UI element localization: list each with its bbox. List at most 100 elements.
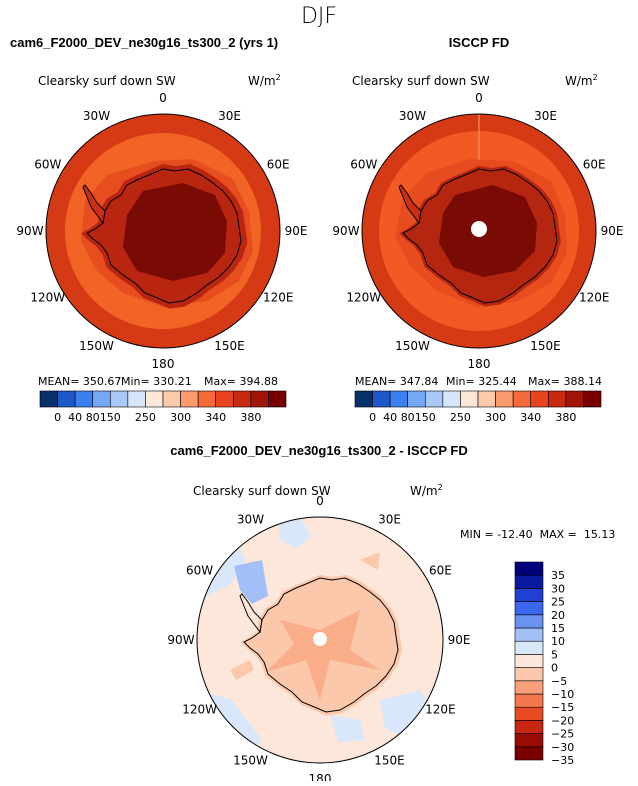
model-colorbar-box <box>232 390 252 408</box>
obs-lon-label: 150W <box>395 339 430 353</box>
model-colorbar-box <box>197 390 217 408</box>
obs-colorbar-box <box>530 390 549 408</box>
obs-colorbar-box <box>565 390 584 408</box>
model-lon-label: 150W <box>79 339 114 353</box>
model-lon-label: 60W <box>34 158 61 172</box>
obs-colorbar-tick: 0 <box>369 411 376 424</box>
diff-colorbar-box <box>514 706 544 721</box>
diff-lon-label: 90W <box>167 633 194 647</box>
obs-colorbar-tick: 250 <box>450 411 471 424</box>
model-lon-label: 120W <box>30 291 65 305</box>
model-colorbar-tick: 40 <box>68 411 82 424</box>
diff-lon-label: 90E <box>448 633 471 647</box>
diff-colorbar-box <box>514 627 544 642</box>
diff-colorbar-tick: −5 <box>551 675 567 688</box>
obs-colorbar-tick: 40 <box>383 411 397 424</box>
diff-colorbar-box <box>514 574 544 589</box>
panel-model: cam6_F2000_DEV_ne30g16_ts300_2 (yrs 1) C… <box>10 35 307 424</box>
obs-lon-label: 60W <box>350 158 377 172</box>
diff-colorbar-tick: −15 <box>551 701 574 714</box>
model-lon-label: 150E <box>214 339 245 353</box>
obs-colorbar-box <box>512 390 532 408</box>
model-colorbar-tick: 80 <box>86 411 100 424</box>
diff-lon-label: 120E <box>425 703 456 717</box>
model-colorbar-tick: 150 <box>100 411 121 424</box>
lon-labels-model: 0 30E 60E 90E 120E 150E 180 150W 120W 90W 60W 30W <box>16 91 307 371</box>
diff-colorbar-box <box>514 733 544 748</box>
diff-lon-label: 30E <box>378 513 401 527</box>
obs-colorbar-tick: 150 <box>415 411 436 424</box>
obs-lon-label: 0 <box>475 91 483 105</box>
diff-lon-label: 150W <box>233 753 268 767</box>
obs-colorbar-tick: 300 <box>485 411 506 424</box>
panel-diff-units: W/m2 <box>410 483 443 498</box>
colorbar-obs: 0 40 80 150 250 300 340 380 <box>354 390 602 424</box>
diff-colorbar-box <box>514 720 544 734</box>
diff-colorbar-box <box>514 693 544 708</box>
obs-lon-label: 60E <box>583 158 606 172</box>
model-colorbar-tick: 0 <box>54 411 61 424</box>
panel-obs-title: ISCCP FD <box>449 35 509 50</box>
stat-min-obs: Min= 325.44 <box>446 375 517 388</box>
obs-colorbar-box <box>407 390 426 408</box>
diff-colorbar-tick: 20 <box>551 609 565 622</box>
obs-lon-label: 90E <box>601 224 624 238</box>
diff-lon-label: 60W <box>186 564 213 578</box>
polar-map-diff-border <box>196 516 444 764</box>
units-exponent: 2 <box>276 73 281 82</box>
panel-model-title: cam6_F2000_DEV_ne30g16_ts300_2 (yrs 1) <box>10 35 278 50</box>
model-colorbar-box <box>92 390 111 408</box>
obs-colorbar-box <box>583 390 602 408</box>
obs-colorbar-box <box>495 390 514 408</box>
model-colorbar-box <box>250 390 269 408</box>
diff-colorbar-box <box>514 667 544 682</box>
panel-diff: cam6_F2000_DEV_ne30g16_ts300_2 - ISCCP F… <box>167 443 615 786</box>
lon-labels-diff: 0 30E 60E 90E 120E 150E 180 150W 120W 90W 60W 30W <box>167 494 471 786</box>
obs-lon-label: 30W <box>399 109 426 123</box>
model-lon-label: 30W <box>83 109 110 123</box>
diff-lon-label: 120W <box>182 703 217 717</box>
diff-colorbar-tick: 10 <box>551 635 565 648</box>
diff-colorbar-box <box>514 640 544 655</box>
polar-hole-diff <box>313 632 327 646</box>
model-colorbar-box <box>109 390 129 408</box>
model-colorbar-tick: 340 <box>205 411 226 424</box>
diff-colorbar-tick: −35 <box>551 754 574 767</box>
obs-lon-label: 90W <box>332 224 359 238</box>
diff-colorbar-tick: −20 <box>551 714 574 727</box>
diff-lon-label: 30W <box>237 513 264 527</box>
model-colorbar-box <box>57 390 76 408</box>
diff-colorbar-box <box>514 561 544 576</box>
model-colorbar-box <box>268 390 287 408</box>
obs-colorbar-box <box>442 390 461 408</box>
stat-max-model: Max= 394.88 <box>204 375 278 388</box>
obs-colorbar-tick: 80 <box>401 411 415 424</box>
obs-colorbar-box <box>547 390 567 408</box>
diff-colorbar-box <box>514 588 544 602</box>
diff-lon-label: 150E <box>374 753 405 767</box>
panel-diff-title: cam6_F2000_DEV_ne30g16_ts300_2 - ISCCP F… <box>170 443 468 458</box>
model-lon-label: 30E <box>218 109 241 123</box>
units-exponent: 2 <box>593 73 598 82</box>
model-colorbar-box <box>74 390 94 408</box>
diff-colorbar-tick: −30 <box>551 741 574 754</box>
model-colorbar-box <box>162 390 181 408</box>
obs-colorbar-tick: 340 <box>520 411 541 424</box>
diff-colorbar-tick: −25 <box>551 728 574 741</box>
panel-model-variable: Clearsky surf down SW <box>38 74 176 88</box>
obs-colorbar-box <box>424 390 444 408</box>
model-colorbar-box <box>127 390 146 408</box>
diff-colorbar-tick: −10 <box>551 688 574 701</box>
stat-mean-obs: MEAN= 347.84 <box>355 375 438 388</box>
stat-min-model: Min= 330.21 <box>121 375 192 388</box>
model-colorbar-box <box>180 390 199 408</box>
obs-lon-label: 180 <box>468 357 491 371</box>
diff-colorbar-box <box>514 654 544 668</box>
obs-colorbar-tick: 380 <box>555 411 576 424</box>
model-lon-label: 0 <box>159 91 167 105</box>
model-colorbar-box <box>215 390 234 408</box>
lon-labels-obs: 0 30E 60E 90E 120E 150E 180 150W 120W 90W 60W 30W <box>332 91 623 371</box>
obs-colorbar-box <box>460 390 479 408</box>
